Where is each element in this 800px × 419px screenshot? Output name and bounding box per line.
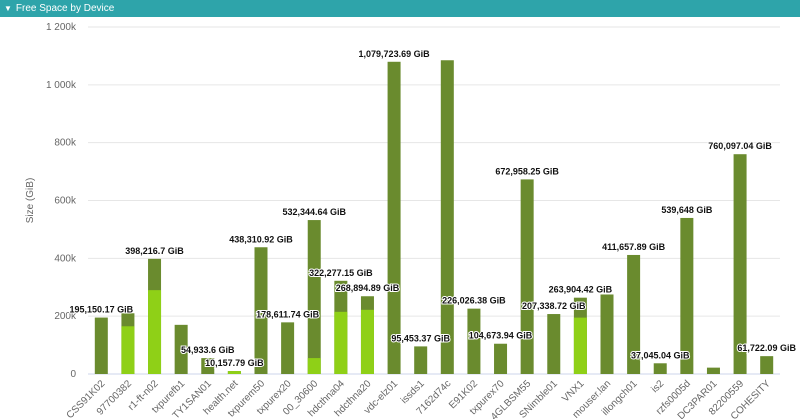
bar bbox=[760, 356, 774, 374]
data-label: 104,673.94 GiB bbox=[469, 331, 533, 341]
bar bbox=[440, 60, 454, 375]
bar bbox=[547, 314, 561, 374]
collapse-icon[interactable]: ▼ bbox=[4, 4, 12, 13]
y-tick-label: 1 000k bbox=[46, 80, 77, 91]
data-label: 398,216.7 GiB bbox=[125, 246, 184, 256]
data-label: 54,933.6 GiB bbox=[181, 345, 235, 355]
data-label: 672,958.25 GiB bbox=[495, 166, 559, 176]
data-label: 760,097.04 GiB bbox=[708, 141, 772, 151]
data-label: 1,079,723.69 GiB bbox=[359, 49, 431, 59]
data-label: 95,453.37 GiB bbox=[391, 333, 450, 343]
bar bbox=[307, 220, 321, 374]
x-tick-label: is2 bbox=[650, 378, 667, 395]
data-label: 268,894.89 GiB bbox=[336, 283, 400, 293]
data-label: 61,722.09 GiB bbox=[737, 343, 796, 353]
data-label: 263,904.42 GiB bbox=[549, 285, 613, 295]
data-label: 178,611.74 GiB bbox=[256, 309, 320, 319]
data-label: 10,157.79 GiB bbox=[205, 358, 264, 368]
data-label: 195,150.17 GiB bbox=[70, 305, 134, 315]
bar bbox=[467, 308, 481, 374]
data-label: 207,338.72 GiB bbox=[522, 301, 586, 311]
bar bbox=[121, 326, 135, 374]
bar bbox=[201, 358, 215, 374]
bar bbox=[387, 61, 401, 374]
y-tick-label: 600k bbox=[54, 196, 77, 207]
bar bbox=[254, 247, 268, 374]
data-label: 532,344.64 GiB bbox=[282, 207, 346, 217]
bar bbox=[281, 322, 295, 374]
bar bbox=[653, 363, 667, 374]
bar bbox=[414, 346, 428, 374]
y-tick-label: 400k bbox=[54, 253, 77, 264]
bar bbox=[520, 179, 534, 374]
bar bbox=[227, 371, 241, 374]
panel-header[interactable]: ▼ Free Space by Device bbox=[0, 0, 800, 17]
y-tick-label: 800k bbox=[54, 138, 77, 149]
bar bbox=[627, 254, 641, 374]
bar bbox=[600, 294, 614, 374]
data-label: 226,026.38 GiB bbox=[442, 296, 506, 306]
bar bbox=[680, 217, 694, 374]
bar bbox=[94, 317, 108, 374]
data-label: 37,045.04 GiB bbox=[631, 350, 690, 360]
bar bbox=[148, 290, 162, 374]
bar bbox=[706, 367, 720, 374]
bar bbox=[494, 343, 508, 374]
data-label: 438,310.92 GiB bbox=[229, 234, 293, 244]
y-tick-label: 0 bbox=[70, 369, 76, 380]
y-tick-label: 200k bbox=[54, 311, 77, 322]
data-label: 539,648 GiB bbox=[661, 205, 713, 215]
data-label: 322,277.15 GiB bbox=[309, 268, 373, 278]
data-label: 411,657.89 GiB bbox=[602, 242, 666, 252]
bar bbox=[334, 311, 348, 374]
panel-title: Free Space by Device bbox=[15, 3, 115, 14]
bar bbox=[307, 358, 321, 374]
y-tick-label: 1 200k bbox=[46, 22, 77, 33]
bar bbox=[174, 324, 188, 374]
bar bbox=[360, 309, 374, 374]
chart: 0 200k 400k 600k 800k 1 000k 1 200k Size (GiB) 1… bbox=[25, 22, 797, 419]
y-axis-title: Size (GiB) bbox=[25, 178, 36, 224]
bar bbox=[573, 317, 587, 374]
bar bbox=[733, 154, 747, 374]
